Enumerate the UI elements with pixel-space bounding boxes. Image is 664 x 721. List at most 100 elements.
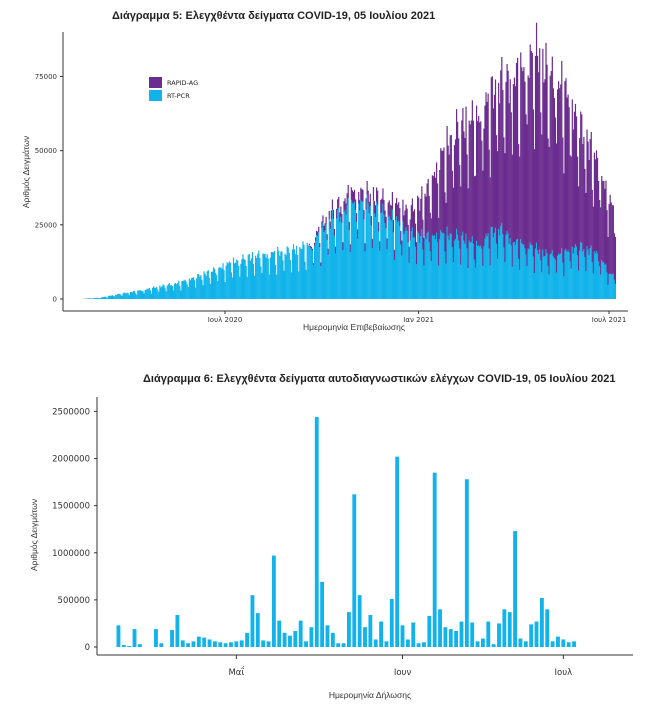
chart5-bar-rt-pcr — [277, 246, 279, 299]
chart5-bar-rapid-ag — [500, 70, 502, 226]
chart5-bar-rt-pcr — [450, 234, 452, 299]
chart5-bar-rt-pcr — [485, 233, 487, 299]
chart5-bar-rapid-ag — [386, 238, 388, 250]
chart5-bar-rt-pcr — [528, 249, 530, 299]
chart5-bar-rt-pcr — [533, 273, 536, 299]
chart5-bar-rapid-ag — [509, 79, 511, 239]
chart5-bar-rt-pcr — [507, 233, 509, 299]
chart5-bar-rt-pcr — [449, 233, 451, 299]
chart5-bar-rt-pcr — [595, 250, 598, 299]
chart5-bar-rt-pcr — [364, 251, 366, 299]
chart5-bar-rt-pcr — [520, 238, 522, 299]
chart5-bar-rt-pcr — [322, 222, 324, 299]
chart5-bar-rapid-ag — [426, 183, 428, 233]
chart5-bar-rapid-ag — [480, 121, 482, 246]
chart5-bar-rapid-ag — [379, 241, 381, 251]
chart5-bar-rapid-ag — [377, 190, 379, 205]
chart5-bar-rt-pcr — [425, 239, 427, 299]
chart5-bar-rt-pcr — [208, 277, 210, 299]
chart5-bar-rt-pcr — [190, 278, 193, 299]
chart5-bar-rapid-ag — [390, 205, 392, 221]
chart6-bar — [314, 417, 319, 647]
chart5-bar-rt-pcr — [342, 250, 344, 299]
chart5-bar-rt-pcr — [504, 262, 506, 299]
chart5-bar-rt-pcr — [344, 209, 346, 299]
chart5-bar-rapid-ag — [609, 194, 611, 274]
chart5-bar-rt-pcr — [347, 197, 349, 299]
chart5-bar-rt-pcr — [162, 284, 164, 299]
chart5-bar-rt-pcr — [553, 258, 556, 299]
chart5-bar-rt-pcr — [160, 287, 162, 299]
chart5-bar-rapid-ag — [437, 183, 439, 242]
chart5-bar-rt-pcr — [257, 253, 259, 299]
chart5-bar-rapid-ag — [575, 116, 578, 247]
chart5-bar-rapid-ag — [588, 159, 590, 256]
chart5-bar-rt-pcr — [181, 281, 183, 299]
chart5-bar-rapid-ag — [365, 198, 367, 210]
chart5-bar-rt-pcr — [200, 275, 202, 299]
chart5-bar-rt-pcr — [184, 279, 186, 299]
chart5-bar-rt-pcr — [258, 250, 260, 299]
chart5-bar-rt-pcr — [445, 263, 447, 299]
chart5-bar-rt-pcr — [338, 207, 340, 299]
chart5-bar-rt-pcr — [128, 295, 130, 299]
chart5-bar-rt-pcr — [192, 277, 195, 299]
chart6-bar — [443, 627, 448, 647]
chart5-bar-rt-pcr — [361, 201, 363, 299]
chart5-bar-rapid-ag — [433, 171, 436, 236]
chart5-bar-rt-pcr — [309, 247, 311, 299]
chart5-bar-rt-pcr — [216, 274, 218, 299]
chart5-bar-rapid-ag — [493, 94, 496, 233]
chart5-bar-rapid-ag — [513, 77, 516, 242]
chart5-bar-rapid-ag — [497, 151, 499, 259]
chart5-bar-rt-pcr — [405, 227, 407, 299]
chart5-bar-rapid-ag — [538, 72, 540, 254]
chart5-bar-rapid-ag — [567, 94, 569, 251]
chart6-bar — [202, 637, 207, 647]
chart5-bar-rapid-ag — [434, 177, 437, 240]
chart5-bar-rt-pcr — [466, 248, 468, 299]
chart5-x-tick-label: Ιουλ 2021 — [592, 316, 627, 324]
chart6-bar — [266, 641, 271, 647]
chart5-bar-rt-pcr — [467, 267, 469, 299]
chart5-bar-rt-pcr — [541, 272, 543, 299]
chart5-bar-rt-pcr — [511, 266, 513, 299]
chart5-bar-rt-pcr — [442, 233, 444, 299]
chart5-bar-rt-pcr — [252, 264, 255, 299]
chart5-bar-rapid-ag — [382, 188, 384, 204]
chart5-bar-rt-pcr — [610, 274, 612, 299]
chart5-bar-rapid-ag — [409, 219, 411, 241]
chart5-bar-rapid-ag — [446, 125, 448, 227]
chart5-bar-rt-pcr — [118, 293, 120, 299]
chart5-bar-rt-pcr — [565, 248, 567, 299]
chart5-bar-rt-pcr — [406, 230, 408, 299]
chart6-bar — [277, 620, 282, 647]
chart5-bar-rapid-ag — [346, 193, 348, 206]
chart5-bar-rt-pcr — [580, 242, 582, 299]
chart5-bar-rt-pcr — [206, 271, 208, 299]
chart5-bar-rt-pcr — [177, 282, 179, 299]
chart5-bar-rt-pcr — [231, 277, 234, 299]
legend-label-rapid-ag: RAPID-AG — [167, 79, 198, 87]
chart5-bar-rt-pcr — [85, 298, 87, 299]
chart5-bar-rt-pcr — [426, 232, 428, 299]
chart5-bar-rapid-ag — [483, 128, 485, 247]
chart5-bar-rapid-ag — [442, 150, 444, 234]
chart5-bar-rt-pcr — [222, 263, 224, 299]
chart5-bar-rapid-ag — [397, 204, 399, 223]
chart5-bar-rt-pcr — [175, 283, 177, 299]
chart5-bar-rapid-ag — [419, 210, 421, 243]
chart5-bar-rt-pcr — [486, 236, 488, 299]
chart5-bar-rapid-ag — [352, 191, 355, 204]
chart5-bar-rt-pcr — [262, 253, 264, 299]
chart5-bar-rt-pcr — [333, 235, 336, 299]
chart5-bar-rapid-ag — [438, 217, 440, 266]
chart5-bar-rt-pcr — [313, 245, 316, 299]
chart5-bar-rt-pcr — [270, 252, 273, 299]
chart5-bar-rt-pcr — [480, 245, 482, 299]
chart5-bar-rt-pcr — [390, 220, 392, 299]
chart6-bar — [282, 632, 287, 647]
chart5-bar-rapid-ag — [556, 89, 559, 256]
chart5-bar-rapid-ag — [561, 60, 563, 249]
chart5-bar-rt-pcr — [371, 247, 374, 299]
